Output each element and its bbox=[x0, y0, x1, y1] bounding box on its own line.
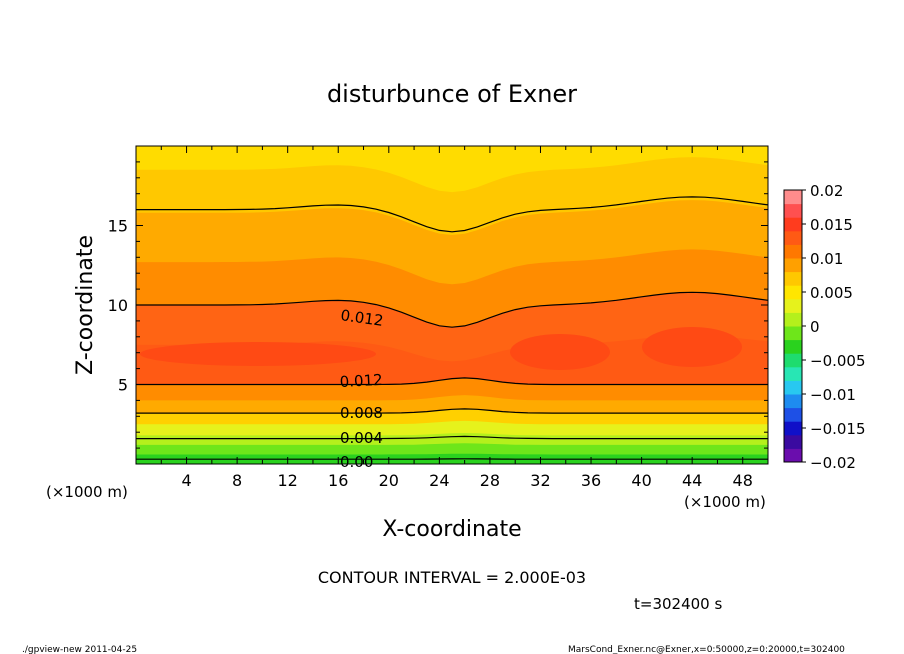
contour-label-upper: 0.012 bbox=[339, 306, 384, 330]
x-tick-label: 48 bbox=[733, 471, 753, 490]
colorbar-segment bbox=[784, 230, 802, 245]
x-tick-label: 4 bbox=[181, 471, 191, 490]
x-axis-label: X-coordinate bbox=[382, 517, 521, 542]
colorbar-segment bbox=[784, 244, 802, 259]
contour-interval: CONTOUR INTERVAL = 2.000E-03 bbox=[318, 568, 586, 587]
max-region-mid bbox=[510, 334, 610, 370]
contour-line-4 bbox=[136, 435, 768, 440]
contour-label-000: 0.00 bbox=[340, 453, 373, 471]
x-tick-label: 28 bbox=[480, 471, 500, 490]
y-tick-label: 15 bbox=[108, 217, 128, 236]
x-tick-label: 44 bbox=[682, 471, 702, 490]
colorbar-segment bbox=[784, 353, 802, 368]
colorbar-segment bbox=[784, 217, 802, 232]
contour-label-004: 0.004 bbox=[340, 429, 383, 447]
colorbar-tick-label: −0.01 bbox=[810, 386, 856, 404]
x-unit-right: (×1000 m) bbox=[684, 493, 766, 511]
colorbar-segment bbox=[784, 326, 802, 341]
colorbar-segment bbox=[784, 298, 802, 313]
colorbar-segment bbox=[784, 448, 802, 463]
colorbar-segment bbox=[784, 339, 802, 354]
max-regions bbox=[140, 327, 742, 370]
y-tick-label: 10 bbox=[108, 296, 128, 315]
contour-line-1 bbox=[136, 291, 769, 328]
y-axis-ticks: 5 10 15 bbox=[108, 161, 768, 449]
max-region-left bbox=[140, 342, 376, 366]
x-axis-ticks: 4 8 12 16 20 24 28 32 36 40 44 48 bbox=[160, 146, 753, 490]
colorbar-tick-label: 0.015 bbox=[810, 216, 853, 234]
contour-line-0 bbox=[136, 196, 769, 233]
y-tick-label: 5 bbox=[118, 376, 128, 395]
x-tick-label: 32 bbox=[530, 471, 550, 490]
x-tick-label: 40 bbox=[631, 471, 651, 490]
colorbar-segment bbox=[784, 380, 802, 395]
x-tick-label: 8 bbox=[232, 471, 242, 490]
colorbar-tick-label: −0.02 bbox=[810, 454, 856, 472]
colorbar-tick-label: 0 bbox=[810, 318, 820, 336]
x-tick-label: 12 bbox=[278, 471, 298, 490]
colorbar-tick-label: −0.005 bbox=[810, 352, 866, 370]
contour-label-008: 0.008 bbox=[340, 404, 383, 422]
footer-right: MarsCond_Exner.nc@Exner,x=0:50000,z=0:20… bbox=[568, 645, 845, 654]
time-label: t=302400 s bbox=[634, 595, 722, 613]
contour-line-2 bbox=[136, 377, 768, 386]
contour-labels: 0.012 0.012 0.008 0.004 0.00 bbox=[339, 306, 384, 471]
x-tick-label: 20 bbox=[379, 471, 399, 490]
chart-title: disturbunce of Exner bbox=[327, 80, 577, 108]
x-tick-label: 16 bbox=[328, 471, 348, 490]
colorbar-segment bbox=[784, 312, 802, 327]
colorbar-segment bbox=[784, 258, 802, 273]
contour-line-3 bbox=[136, 408, 768, 414]
colorbar-tick-label: 0.02 bbox=[810, 182, 843, 200]
x-tick-label: 36 bbox=[581, 471, 601, 490]
colorbar: 0.02 0.015 0.01 0.005 0 −0.005 −0.01 −0.015 −0.0… bbox=[783, 182, 866, 472]
colorbar-tick-label: −0.015 bbox=[810, 420, 866, 438]
colorbar-segment bbox=[784, 366, 802, 381]
contour-lines bbox=[136, 196, 769, 460]
colorbar-segment bbox=[784, 421, 802, 436]
footer-left: ./gpview-new 2011-04-25 bbox=[22, 645, 137, 654]
colorbar-segment bbox=[784, 271, 802, 286]
max-region-right bbox=[642, 327, 742, 367]
plot-area bbox=[135, 145, 769, 465]
colorbar-segment bbox=[784, 394, 802, 409]
colorbar-segment bbox=[784, 190, 802, 205]
colorbar-segment bbox=[784, 434, 802, 449]
colorbar-tick-label: 0.005 bbox=[810, 284, 853, 302]
y-axis-label: Z-coordinate bbox=[73, 235, 98, 375]
colorbar-segment bbox=[784, 285, 802, 300]
contour-label-lower: 0.012 bbox=[339, 371, 383, 391]
colorbar-segment bbox=[784, 203, 802, 218]
colorbar-tick-label: 0.01 bbox=[810, 250, 843, 268]
x-unit-left: (×1000 m) bbox=[46, 483, 128, 501]
colorbar-segment bbox=[784, 407, 802, 422]
x-tick-label: 24 bbox=[429, 471, 449, 490]
